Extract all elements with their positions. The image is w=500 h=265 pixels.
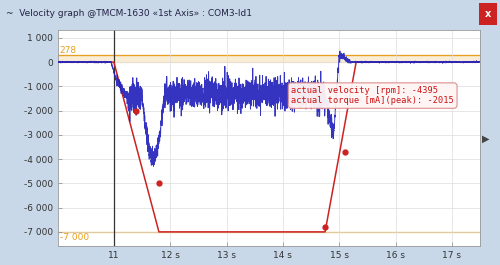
Text: -7 000: -7 000 xyxy=(60,233,88,242)
Text: 278: 278 xyxy=(60,46,76,55)
Text: ▶: ▶ xyxy=(482,134,490,143)
FancyBboxPatch shape xyxy=(479,3,497,25)
Text: ~  Velocity graph @TMCM-1630 «1st Axis» : COM3-Id1: ~ Velocity graph @TMCM-1630 «1st Axis» :… xyxy=(6,10,252,18)
Text: x: x xyxy=(485,9,491,19)
Bar xyxy=(58,55,480,62)
Text: actual velocity [rpm]: -4395
actual torque [mA](peak): -2015: actual velocity [rpm]: -4395 actual torq… xyxy=(292,86,454,105)
